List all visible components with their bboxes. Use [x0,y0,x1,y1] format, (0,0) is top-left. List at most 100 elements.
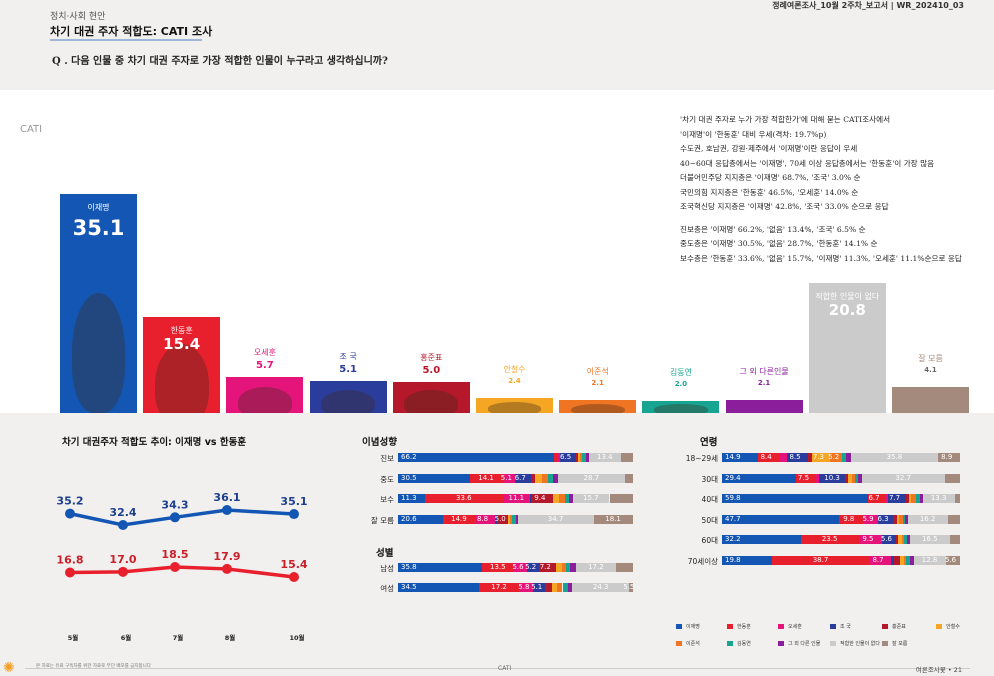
series-line-1 [69,565,295,579]
legend-item: 이준석 [676,640,700,647]
segment-value-label: 17.2 [491,582,507,591]
segment-value-label: 8.8 [476,514,489,523]
legend-label: 잘 모름 [892,641,908,647]
summary-line: '차기 대권 주자로 누가 가장 적합한가'에 대해 묻는 CATI조사에서 [680,115,891,124]
data-label: 17.0 [109,553,136,566]
row-label: 진보 [380,454,394,463]
data-label: 32.4 [109,506,136,519]
candidate-photo-0 [71,293,126,413]
bar-category-label: 홍준표 [420,352,443,362]
segment-value-label: 35.8 [401,563,417,571]
stacked-segment [758,453,779,462]
segment-value-label: 59.8 [725,494,741,502]
stacked-segment [566,563,570,572]
bar-6 [559,399,637,413]
stacked-segment [919,494,923,503]
stacked-segment [398,582,480,592]
stacked-segment [899,555,904,565]
stacked-segment [722,453,759,462]
stacked-segment [796,473,816,483]
segment-value-label: 6.5 [560,453,572,461]
category-label: 정치·사회 현안 [50,12,106,22]
segment-value-label: 34.5 [401,582,417,591]
flower-logo-icon: ✺ [3,660,15,676]
bar-category-label: 안철수 [503,365,526,375]
bar-3 [309,381,387,413]
legend-item: 오세훈 [778,623,802,630]
summary-line: 보수층은 '한동훈' 33.6%, '없음' 15.7%, '이재명' 11.3… [680,253,962,263]
stacked-segment [815,473,820,483]
stacked-segment [533,582,546,592]
stacked-segment [884,494,888,503]
segment-value-label: 8.5 [789,453,801,461]
stacked-segment [398,494,425,503]
stacked-segment [842,453,847,462]
legend-item: 이재명 [676,623,700,630]
series-point [118,566,128,577]
stacked-segment [497,514,509,524]
legend-label: 그 외 다른 인물 [788,641,821,647]
bar-value-label: 4.1 [924,366,937,375]
stacked-segment [398,563,483,572]
stacked-segment [887,494,907,503]
data-label: 34.3 [161,498,188,511]
segment-value-label: 5.1 [500,473,512,482]
stacked-segment [907,514,948,524]
bar-4 [392,381,470,413]
segment-value-label: 5.2 [525,563,537,571]
stacked-segment [944,473,960,483]
stacked-segment [553,494,559,503]
segment-value-label: 9.8 [843,514,855,523]
stacked-segment [508,514,511,524]
segment-value-label: 14.1 [478,473,494,482]
series-point [289,572,299,582]
segment-value-label: 18.1 [605,514,621,523]
data-label: 35.1 [280,495,307,508]
legend-label: 한동훈 [737,624,751,630]
stacked-segment [903,555,907,565]
stacked-segment [531,494,554,503]
stacked-segment [771,555,870,565]
stacked-segment [542,473,549,483]
segment-value-label: 8.4 [760,453,772,461]
legend-label: 김동연 [737,641,751,647]
legend-swatch [778,641,784,646]
stacked-segment [950,535,960,544]
stacked-segment [609,494,633,503]
stacked-segment [854,473,859,483]
segment-value-label: 16.5 [921,535,938,543]
stacked-segment [557,582,563,592]
legend-swatch [882,641,888,646]
summary-line: 조국혁신당 지지층은 '이재명' 42.8%, '조국' 33.0% 순으로 응… [680,202,889,211]
stacked-segment [582,453,586,462]
stacked-segment [906,555,910,565]
stacked-segment [722,555,772,565]
stacked-segment [893,555,900,565]
legend-label: 적합한 인물이 없다 [840,641,880,647]
stacked-segment [527,563,540,572]
legend-swatch [830,624,836,629]
row-label: 남성 [380,564,394,573]
segment-value-label: 5.6 [512,563,524,571]
stacked-segment [811,453,830,462]
series-point [170,562,180,572]
candidate-photo-2 [237,387,292,413]
stacked-segment [904,535,908,544]
candidate-photo-5 [487,402,542,413]
candidate-photo-3 [321,390,376,413]
bar-1 [143,316,221,413]
stacked-segment [913,555,946,565]
stacked-segment [575,563,617,572]
stacked-segment [398,514,443,524]
segment-value-label: 20.6 [401,514,417,523]
stacked-segment [862,473,945,483]
stacked-segment [851,473,855,483]
segment-value-label: 7.7 [889,494,901,502]
legend-swatch [727,624,733,629]
segment-value-label: 32.7 [895,473,911,482]
stacked-segment [568,582,573,592]
series-point [118,520,128,530]
segment-value-label: 5.8 [518,582,530,591]
segment-value-label: 7.5 [797,473,810,482]
segment-value-label: 66.2 [401,453,417,461]
